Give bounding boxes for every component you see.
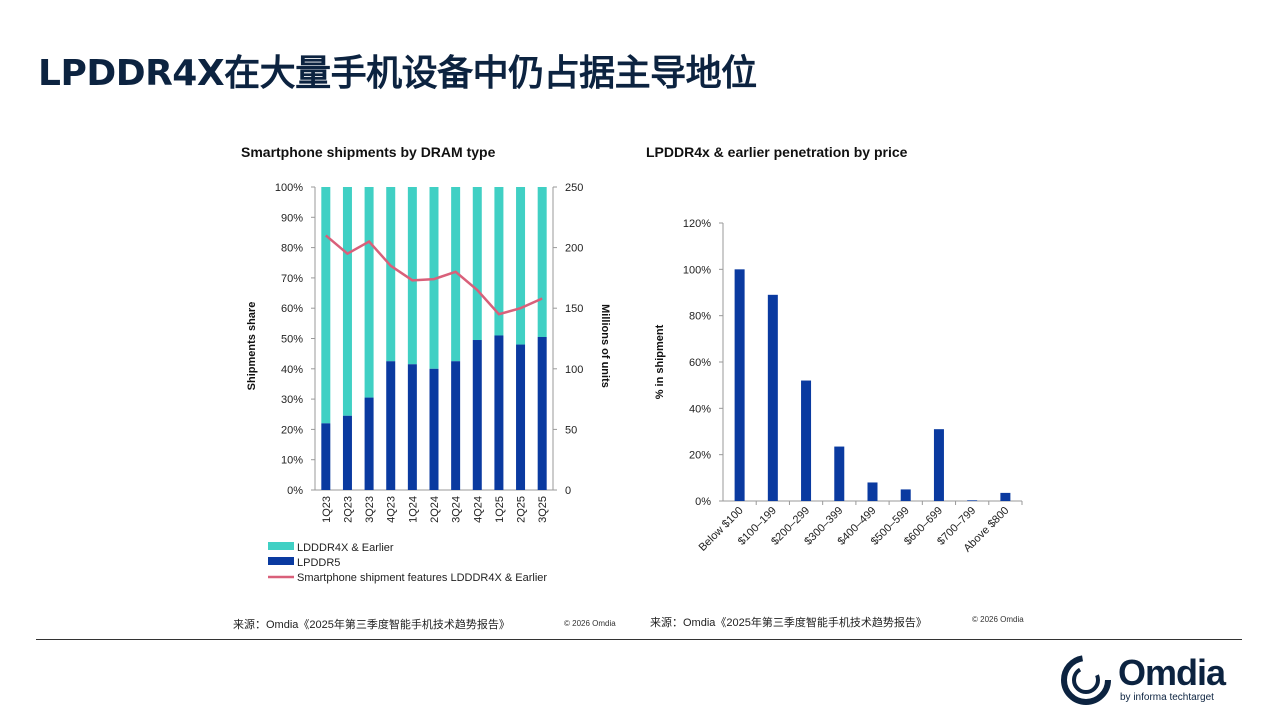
chart1-x-tick-label: 3Q25 bbox=[537, 496, 549, 523]
source-right: 来源：Omdia《2025年第三季度智能手机技术趋势报告》 bbox=[650, 617, 927, 629]
chart1-bar-lpddr4x bbox=[342, 187, 352, 416]
chart1-y-tick-label: 90% bbox=[281, 212, 303, 224]
chart1-y-tick-label: 20% bbox=[281, 424, 303, 436]
chart1-x-tick-label: 1Q23 bbox=[321, 496, 333, 523]
chart2-y-tick-label: 60% bbox=[689, 357, 711, 369]
footer-divider bbox=[36, 639, 1242, 640]
chart1-bar-lpddr4x bbox=[516, 187, 526, 345]
chart1-bar-lpddr4x bbox=[321, 187, 331, 424]
chart1-bar-lpddr4x bbox=[537, 187, 547, 337]
chart2-bar bbox=[967, 500, 978, 501]
chart2-y-tick-label: 100% bbox=[683, 264, 711, 276]
chart2-bar bbox=[900, 489, 911, 501]
chart1-x-tick-label: 4Q23 bbox=[386, 496, 398, 523]
chart1-x-tick-label: 1Q25 bbox=[494, 496, 506, 523]
chart2-marks: 0%20%40%60%80%100%120%Below $100$100–199… bbox=[683, 218, 1023, 555]
chart2-bar bbox=[867, 482, 878, 501]
chart1-y2label: Millions of units bbox=[599, 304, 611, 388]
chart1-marks: 0% 10% 20% 30% 40% 50% 60% 70% 80% 90% 100% 0 50 100 1… bbox=[268, 182, 583, 584]
chart2-bar bbox=[767, 294, 778, 501]
chart2-bar bbox=[801, 380, 812, 501]
chart2-x-tick-label: Below $100 bbox=[697, 505, 746, 554]
chart1-y2-tick-label: 150 bbox=[565, 303, 583, 315]
legend-label-lpddr5: LPDDR5 bbox=[297, 557, 340, 569]
chart1-bar-lpddr4x bbox=[451, 187, 461, 362]
chart1-y-tick-label: 60% bbox=[281, 303, 303, 315]
chart1-bar-lpddr5 bbox=[321, 423, 331, 490]
chart1-bar-lpddr4x bbox=[472, 187, 482, 341]
chart1-bar-lpddr5 bbox=[472, 340, 482, 490]
chart1-y-tick-label: 30% bbox=[281, 394, 303, 406]
chart2-title: LPDDR4x & earlier penetration by price bbox=[646, 144, 908, 160]
chart1-x-tick-label: 2Q25 bbox=[516, 496, 528, 523]
legend-label-lpddr4x: LDDDR4X & Earlier bbox=[297, 542, 394, 554]
chart1-bar-lpddr5 bbox=[537, 336, 547, 490]
omdia-logo-icon bbox=[1061, 655, 1111, 705]
legend-swatch-lpddr5 bbox=[268, 557, 294, 565]
chart1-y2-tick-label: 200 bbox=[565, 243, 583, 255]
charts-canvas: Smartphone shipments by DRAM type Shipme… bbox=[241, 144, 1023, 584]
chart1-y-tick-label: 50% bbox=[281, 334, 303, 346]
legend-label-line: Smartphone shipment features LDDDR4X & E… bbox=[297, 572, 547, 584]
chart1-line-series bbox=[325, 234, 543, 316]
chart1-x-tick-label: 1Q24 bbox=[407, 496, 419, 523]
chart2-y-tick-label: 80% bbox=[689, 311, 711, 323]
chart1-y-tick-label: 100% bbox=[275, 182, 303, 194]
chart1-x-tick-label: 3Q23 bbox=[364, 496, 376, 523]
chart1-x-tick-label: 4Q24 bbox=[472, 496, 484, 523]
chart1-y-tick-label: 80% bbox=[281, 243, 303, 255]
chart1-bar-lpddr5 bbox=[342, 415, 352, 490]
chart1-bar-lpddr4x bbox=[407, 187, 417, 365]
chart1-bar-lpddr5 bbox=[429, 368, 439, 490]
chart1-x-tick-label: 2Q24 bbox=[429, 496, 441, 523]
chart2-y-tick-label: 120% bbox=[683, 218, 711, 230]
chart2-ylabel: % in shipment bbox=[654, 324, 666, 399]
chart2-bar bbox=[734, 269, 745, 501]
chart1-x-tick-label: 3Q24 bbox=[451, 496, 463, 523]
chart1-bar-lpddr5 bbox=[451, 361, 461, 490]
chart1-ylabel: Shipments share bbox=[246, 302, 258, 391]
copyright-left: © 2026 Omdia bbox=[564, 619, 616, 628]
chart1-bar-lpddr5 bbox=[407, 364, 417, 490]
chart1-bar-lpddr5 bbox=[516, 344, 526, 490]
chart1-bar-lpddr4x bbox=[364, 187, 374, 398]
chart1-y2-tick-label: 250 bbox=[565, 182, 583, 194]
chart1-bar-lpddr5 bbox=[386, 361, 396, 490]
chart2-bar bbox=[1000, 492, 1011, 501]
chart1-bar-lpddr5 bbox=[494, 335, 504, 490]
chart1-y2-tick-label: 0 bbox=[565, 485, 571, 497]
legend-swatch-lpddr4x bbox=[268, 542, 294, 550]
logo-name: Omdia bbox=[1118, 652, 1226, 693]
chart1-y-tick-label: 10% bbox=[281, 455, 303, 467]
chart1-y2-tick-label: 100 bbox=[565, 364, 583, 376]
copyright-right: © 2026 Omdia bbox=[972, 615, 1024, 624]
omdia-logo: Omdia by informa techtarget bbox=[1058, 652, 1243, 708]
chart1-bar-lpddr4x bbox=[386, 187, 396, 362]
chart2-bar bbox=[834, 446, 845, 501]
chart1-title: Smartphone shipments by DRAM type bbox=[241, 144, 496, 160]
chart2-y-tick-label: 0% bbox=[695, 496, 711, 508]
chart1-y-tick-label: 40% bbox=[281, 364, 303, 376]
slide-title: LPDDR4X在大量手机设备中仍占据主导地位 bbox=[38, 53, 757, 94]
logo-tagline: by informa techtarget bbox=[1120, 692, 1214, 703]
chart1-x-tick-label: 2Q23 bbox=[342, 496, 354, 523]
chart2-y-tick-label: 20% bbox=[689, 450, 711, 462]
chart1-y2-tick-label: 50 bbox=[565, 424, 577, 436]
chart2-bar bbox=[933, 429, 944, 501]
chart1-y-tick-label: 0% bbox=[287, 485, 303, 497]
chart1-bar-lpddr4x bbox=[494, 187, 504, 336]
chart1-y-tick-label: 70% bbox=[281, 273, 303, 285]
chart2-y-tick-label: 40% bbox=[689, 403, 711, 415]
chart1-bar-lpddr5 bbox=[364, 397, 374, 490]
source-left: 来源：Omdia《2025年第三季度智能手机技术趋势报告》 bbox=[233, 619, 510, 631]
